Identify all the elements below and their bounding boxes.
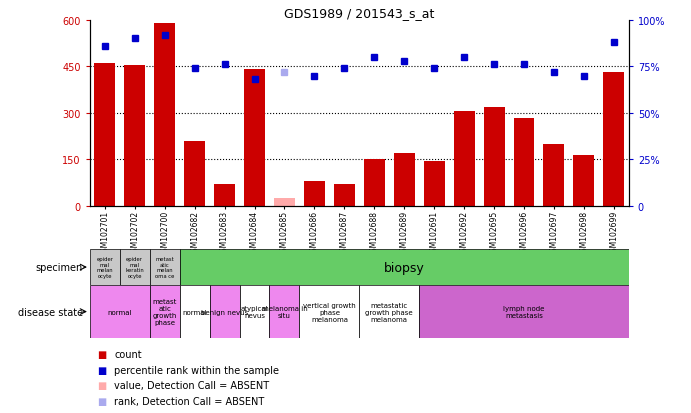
Bar: [394, 154, 415, 206]
Bar: [513, 118, 534, 206]
Bar: [90, 285, 150, 339]
Bar: [209, 285, 240, 339]
Text: melanoma in
situ: melanoma in situ: [262, 305, 307, 318]
Bar: [94, 64, 115, 206]
Text: epider
mal
melan
ocyte: epider mal melan ocyte: [96, 256, 113, 279]
Text: metastatic
growth phase
melanoma: metastatic growth phase melanoma: [366, 302, 413, 322]
Text: lymph node
metastasis: lymph node metastasis: [503, 305, 545, 318]
Text: percentile rank within the sample: percentile rank within the sample: [114, 365, 279, 375]
Bar: [180, 250, 629, 285]
Bar: [120, 250, 150, 285]
Bar: [304, 182, 325, 206]
Bar: [124, 66, 145, 206]
Bar: [150, 285, 180, 339]
Bar: [244, 70, 265, 206]
Text: ■: ■: [97, 396, 106, 406]
Bar: [603, 73, 624, 206]
Bar: [90, 250, 120, 285]
Text: count: count: [114, 349, 142, 359]
Bar: [453, 112, 475, 206]
Text: vertical growth
phase
melanoma: vertical growth phase melanoma: [303, 302, 356, 322]
Text: metast
atic
growth
phase: metast atic growth phase: [153, 298, 177, 325]
Bar: [484, 107, 504, 206]
Bar: [274, 199, 295, 206]
Bar: [180, 285, 209, 339]
Bar: [184, 141, 205, 206]
Bar: [150, 250, 180, 285]
Text: value, Detection Call = ABSENT: value, Detection Call = ABSENT: [114, 380, 269, 390]
Bar: [269, 285, 299, 339]
Text: metast
atic
melan
oma ce: metast atic melan oma ce: [155, 256, 174, 279]
Bar: [240, 285, 269, 339]
Text: ■: ■: [97, 380, 106, 390]
Bar: [424, 161, 445, 206]
Bar: [299, 285, 359, 339]
Text: benign nevus: benign nevus: [201, 309, 248, 315]
Text: epider
mal
keratin
ocyte: epider mal keratin ocyte: [125, 256, 144, 279]
Bar: [419, 285, 629, 339]
Text: specimen: specimen: [36, 262, 83, 273]
Text: disease state: disease state: [18, 307, 83, 317]
Bar: [359, 285, 419, 339]
Text: biopsy: biopsy: [384, 261, 424, 274]
Text: rank, Detection Call = ABSENT: rank, Detection Call = ABSENT: [114, 396, 264, 406]
Bar: [154, 24, 175, 206]
Text: atypical
nevus: atypical nevus: [240, 305, 268, 318]
Bar: [334, 185, 355, 206]
Bar: [214, 185, 235, 206]
Title: GDS1989 / 201543_s_at: GDS1989 / 201543_s_at: [284, 7, 435, 19]
Bar: [363, 160, 385, 206]
Bar: [543, 145, 565, 206]
Text: ■: ■: [97, 365, 106, 375]
Text: ■: ■: [97, 349, 106, 359]
Bar: [574, 155, 594, 206]
Text: normal: normal: [108, 309, 132, 315]
Text: normal: normal: [182, 309, 207, 315]
